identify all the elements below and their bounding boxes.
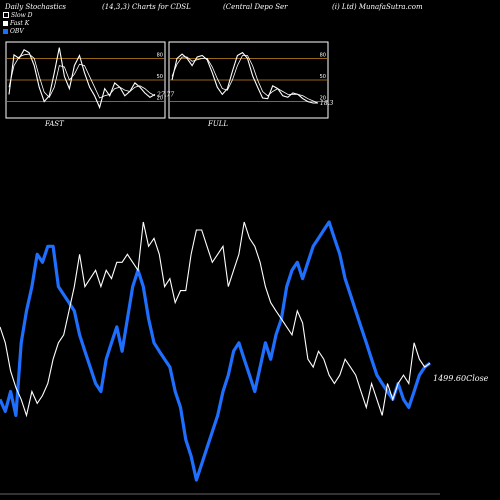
series-line-fast-fast-k [8,47,156,110]
last-value-label-fast: 27.77 [156,91,174,98]
legend-swatch-obv [3,29,8,34]
ytick-fast-80: 80 [157,52,163,58]
ytick-full-50: 50 [320,74,326,80]
panel-title-fast: FAST [45,120,64,128]
legend-swatch-fast-k [3,21,8,26]
ytick-fast-20: 20 [157,96,163,102]
legend-swatch-slow-d [3,12,9,18]
legend-label-slow-d: Slow D [11,12,33,19]
legend-label-fast-k: Fast K [10,20,30,27]
chart-params: (14,3,3) Charts for CDSL [102,3,191,11]
panel-frame-fast [5,41,166,119]
last-value-label-full: 18.3 [320,100,334,107]
legend-item-slow-d: Slow D [3,12,33,19]
ytick-fast-50: 50 [157,74,163,80]
legend-label-obv: OBV [10,28,24,35]
series-line-full-fast-k [171,51,318,104]
series-line-fast-slow-d [8,53,156,99]
series-line-full-slow-d [171,55,319,104]
panel-frame-full [168,41,329,119]
source-label: (i) Ltd) MunafaSutra.com [332,3,423,11]
legend-item-fast-k: Fast K [3,20,29,27]
chart-heading: Daily Stochastics [5,3,67,11]
close-price-line [0,221,431,418]
company-name: (Central Depo Ser [223,3,288,11]
legend-item-obv: OBV [3,28,24,35]
close-price-label: 1499.60Close [433,374,489,383]
obv-series-line [0,220,431,482]
panel-title-full: FULL [208,120,229,128]
ytick-full-80: 80 [320,52,326,58]
ytick-full-20: 20 [320,96,326,102]
